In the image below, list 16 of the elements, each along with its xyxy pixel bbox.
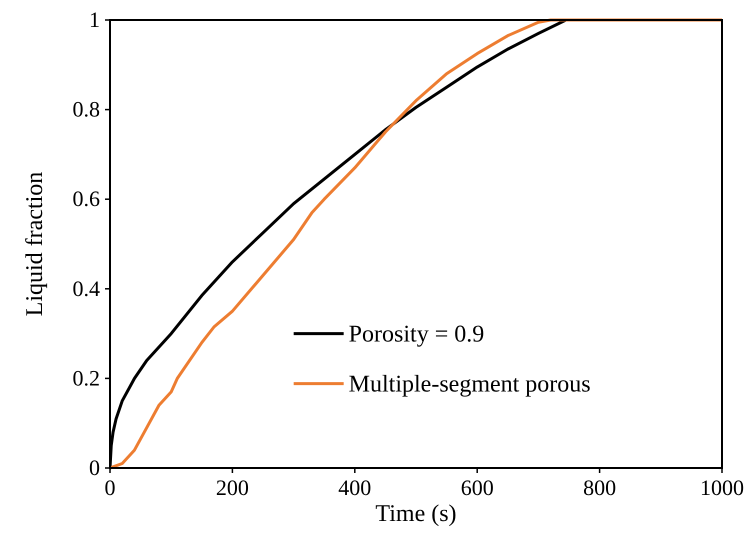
legend-label: Multiple-segment porous (348, 372, 591, 398)
x-tick-label: 600 (460, 475, 494, 500)
y-tick-label: 0.4 (72, 276, 100, 301)
legend-label: Porosity = 0.9 (348, 322, 484, 348)
y-tick-label: 1 (89, 7, 100, 32)
y-tick-label: 0.6 (72, 186, 100, 212)
y-axis-title: Liquid fraction (22, 172, 48, 316)
y-tick-label: 0 (89, 455, 100, 480)
x-tick-label: 1000 (700, 475, 744, 500)
x-tick-label: 200 (216, 475, 249, 500)
x-tick-label: 0 (104, 475, 116, 500)
x-axis-title: Time (s) (375, 501, 457, 527)
x-tick-label: 800 (583, 475, 616, 500)
y-tick-label: 0.2 (72, 365, 100, 390)
y-tick-label: 0.8 (72, 96, 100, 122)
x-tick-label: 400 (338, 475, 372, 500)
